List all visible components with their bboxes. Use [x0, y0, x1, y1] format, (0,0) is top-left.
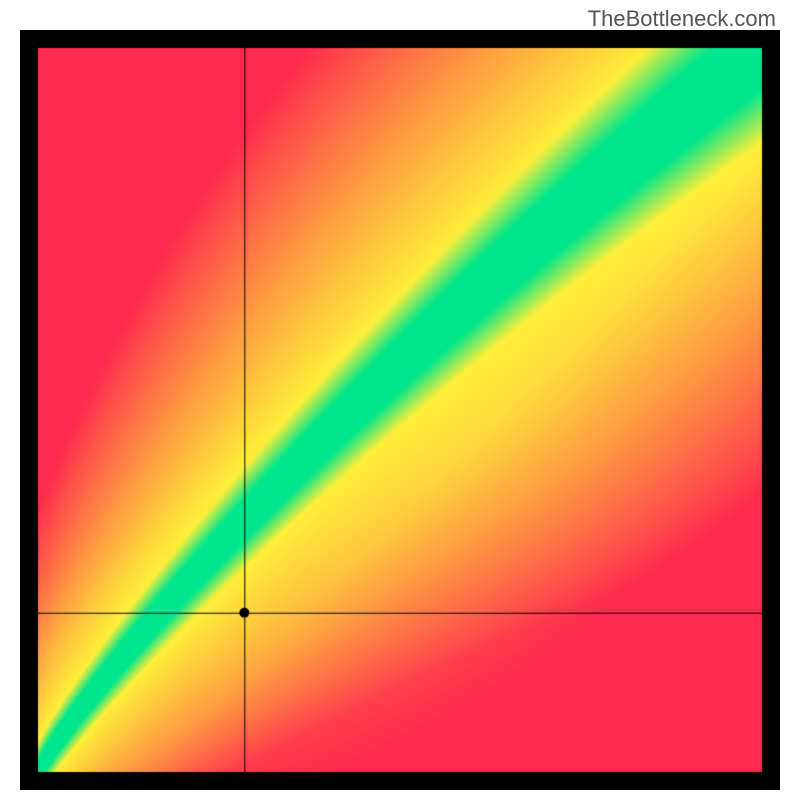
bottleneck-heatmap	[20, 30, 780, 790]
chart-container: TheBottleneck.com	[0, 0, 800, 800]
watermark-text: TheBottleneck.com	[588, 6, 776, 32]
